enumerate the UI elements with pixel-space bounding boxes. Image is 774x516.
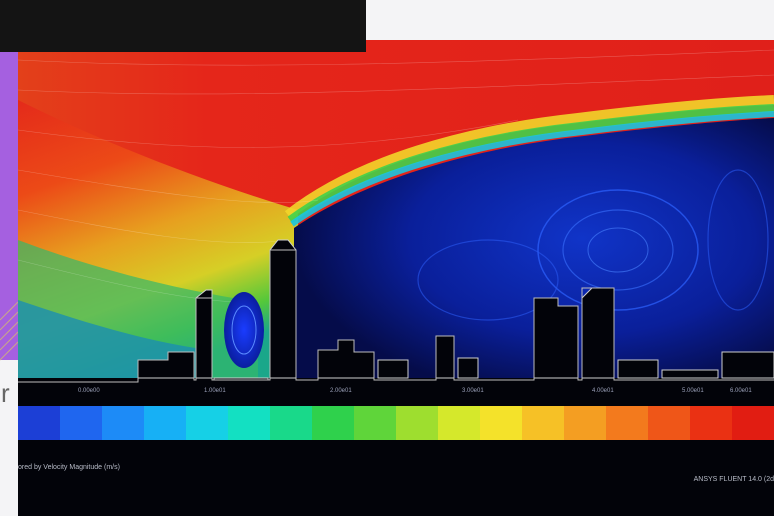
legend-tick: 3.00e01 [462, 388, 484, 394]
velocity-colorbar [18, 406, 774, 440]
colorbar-swatch [102, 406, 144, 440]
legend-tick: 6.00e01 [730, 388, 752, 394]
cfd-velocity-image: 0.00e00 1.00e01 2.00e01 3.00e01 4.00e01 … [18, 40, 774, 516]
colorbar-swatch [312, 406, 354, 440]
legend-tick: 0.00e00 [78, 388, 100, 394]
legend-tick: 5.00e01 [682, 388, 704, 394]
colorbar-swatch [144, 406, 186, 440]
colorbar-swatch [690, 406, 732, 440]
legend-tick: 4.00e01 [592, 388, 614, 394]
colorbar-swatch [564, 406, 606, 440]
colormap-caption: ored by Velocity Magnitude (m/s) [18, 464, 120, 471]
legend-tick-labels: 0.00e00 1.00e01 2.00e01 3.00e01 4.00e01 … [18, 388, 774, 404]
background-text-fragment: r [1, 378, 10, 408]
colorbar-swatch [60, 406, 102, 440]
purple-side-strip [0, 40, 18, 360]
flow-field-visual [18, 40, 774, 386]
colorbar-swatch [480, 406, 522, 440]
legend-tick: 1.00e01 [204, 388, 226, 394]
colorbar-swatch [606, 406, 648, 440]
colorbar-swatch [228, 406, 270, 440]
legend-tick: 2.00e01 [330, 388, 352, 394]
colorbar-swatch [732, 406, 774, 440]
colorbar-swatch [522, 406, 564, 440]
colorbar-swatch [18, 406, 60, 440]
colorbar-swatch [270, 406, 312, 440]
software-caption: ANSYS FLUENT 14.0 (2d [693, 476, 774, 483]
colorbar-swatch [186, 406, 228, 440]
colorbar-swatch [354, 406, 396, 440]
colorbar-swatch [396, 406, 438, 440]
colorbar-swatch [438, 406, 480, 440]
decorative-lines-icon [0, 301, 18, 361]
top-black-panel [0, 0, 366, 52]
colorbar-swatch [648, 406, 690, 440]
